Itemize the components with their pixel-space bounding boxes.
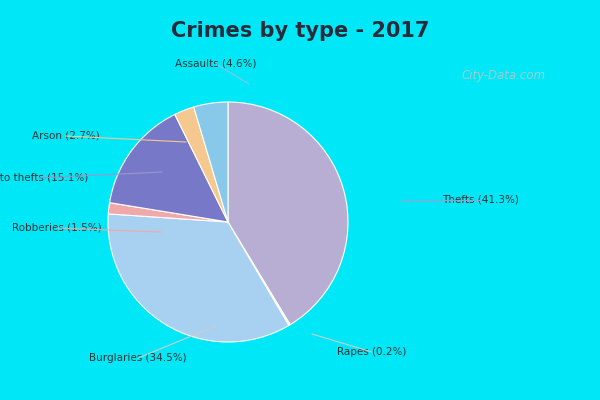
Wedge shape xyxy=(228,102,348,325)
Wedge shape xyxy=(108,203,228,222)
Wedge shape xyxy=(110,114,228,222)
Text: Crimes by type - 2017: Crimes by type - 2017 xyxy=(171,21,429,41)
Text: Assaults (4.6%): Assaults (4.6%) xyxy=(175,59,257,69)
Wedge shape xyxy=(194,102,228,222)
Text: Thefts (41.3%): Thefts (41.3%) xyxy=(442,195,518,205)
Text: Auto thefts (15.1%): Auto thefts (15.1%) xyxy=(0,173,88,183)
Wedge shape xyxy=(108,214,289,342)
Text: Robberies (1.5%): Robberies (1.5%) xyxy=(12,223,102,233)
Text: Rapes (0.2%): Rapes (0.2%) xyxy=(337,347,407,357)
Text: City-Data.com: City-Data.com xyxy=(462,70,546,82)
Wedge shape xyxy=(175,107,228,222)
Text: Arson (2.7%): Arson (2.7%) xyxy=(32,131,100,141)
Text: Burglaries (34.5%): Burglaries (34.5%) xyxy=(89,353,187,363)
Wedge shape xyxy=(228,222,290,326)
